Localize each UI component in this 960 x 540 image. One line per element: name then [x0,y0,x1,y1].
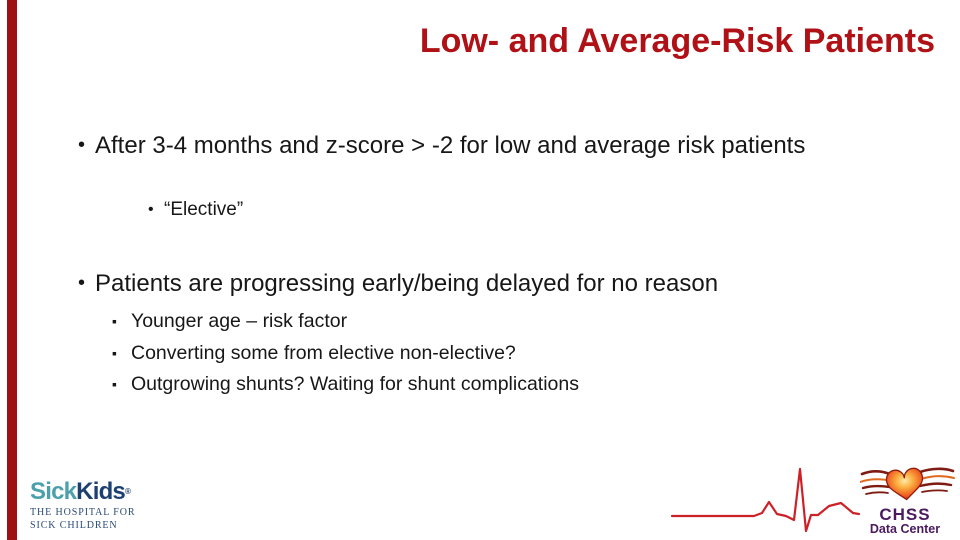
bullet-item-1: • After 3-4 months and z-score > -2 for … [78,130,826,161]
sickkids-wordmark: SickKids® [30,479,135,505]
sub-bullet-list: ▪ Younger age – risk factor ▪ Converting… [112,306,579,401]
flame-streaks-right-icon [918,467,955,493]
bullet-item-2: • Patients are progressing early/being d… [78,268,878,299]
sub-bullet-text-1: Younger age – risk factor [131,310,348,332]
chss-subtitle: Data Center [870,522,940,536]
sickkids-logo: SickKids® THE HOSPITAL FOR SICK CHILDREN [30,479,135,532]
list-item: ▪ Converting some from elective non-elec… [112,338,579,370]
chss-wordmark: CHSS [879,505,930,524]
sickkids-word-kids: Kids [76,478,126,505]
sickkids-tagline: THE HOSPITAL FOR SICK CHILDREN [30,507,135,532]
sub-bullet-text-3: Outgrowing shunts? Waiting for shunt com… [131,373,579,395]
slide-title: Low- and Average-Risk Patients [419,22,935,60]
ekg-trace-path [670,467,861,533]
sub-bullet-elective-text: “Elective” [164,199,244,220]
registered-trademark-icon: ® [124,487,131,496]
bullet-item-2-text: Patients are progressing early/being del… [95,270,719,297]
ekg-heartbeat-icon [670,467,861,533]
list-item: ▪ Younger age – risk factor [112,306,579,338]
bullet-item-1-text: After 3-4 months and z-score > -2 for lo… [95,132,806,159]
left-accent-bar [7,0,17,540]
sickkids-tagline-line2: SICK CHILDREN [30,519,118,531]
chss-data-center-logo: CHSS Data Center [860,467,955,536]
list-item: ▪ Outgrowing shunts? Waiting for shunt c… [112,369,579,401]
sub-bullet-text-2: Converting some from elective non-electi… [131,341,516,364]
bullet-dot-icon: • [78,272,86,294]
square-bullet-icon: ▪ [112,344,117,361]
bullet-dot-icon: • [148,201,154,218]
bullet-dot-icon: • [78,134,86,156]
sub-bullet-elective: • “Elective” [148,197,243,222]
square-bullet-icon: ▪ [112,376,117,392]
sickkids-tagline-line1: THE HOSPITAL FOR [30,507,136,518]
square-bullet-icon: ▪ [112,313,117,329]
chss-heart-icon [885,467,924,501]
sickkids-word-sick: Sick [30,478,77,505]
